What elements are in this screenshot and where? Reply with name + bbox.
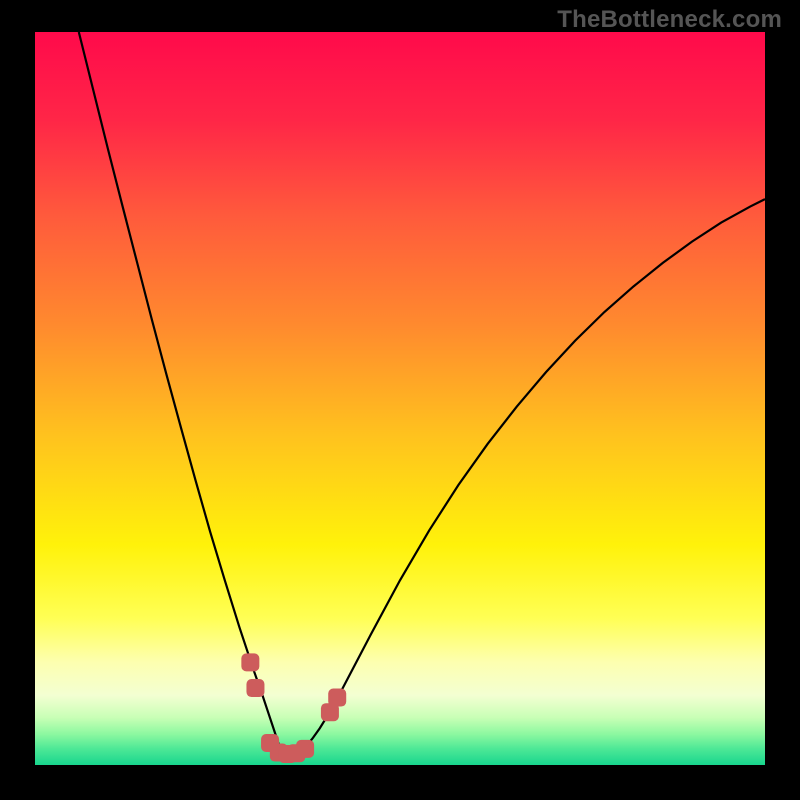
data-marker (241, 653, 259, 671)
data-marker (328, 689, 346, 707)
chart-frame: TheBottleneck.com (0, 0, 800, 800)
data-marker (246, 679, 264, 697)
bottleneck-curve-plot (35, 32, 765, 765)
data-marker (296, 740, 314, 758)
gradient-background (35, 32, 765, 765)
watermark-text: TheBottleneck.com (557, 6, 782, 34)
